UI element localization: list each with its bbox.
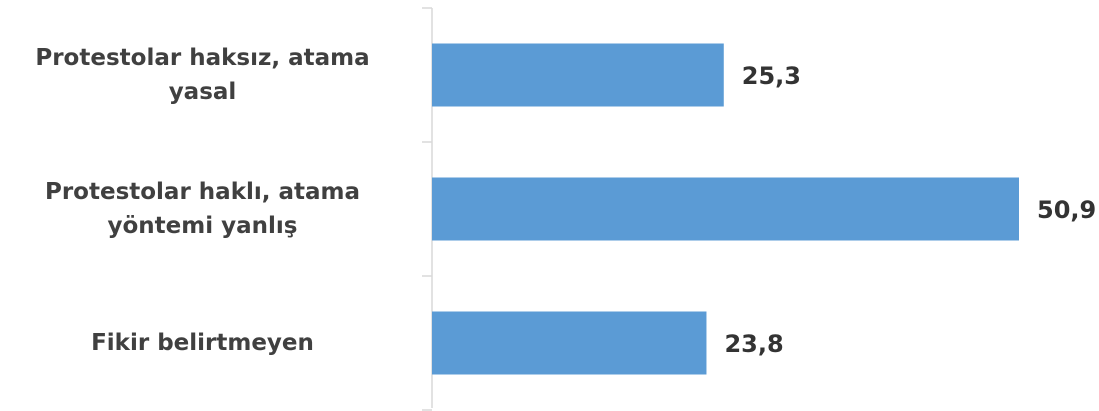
bar — [432, 43, 724, 107]
category-label: Protestolar haksız, atama yasal — [35, 45, 370, 105]
category-label: Protestolar haklı, atama yöntemi yanlış — [44, 179, 361, 239]
category-label: Fikir belirtmeyen — [91, 330, 314, 356]
value-label: 23,8 — [724, 330, 783, 358]
bar — [432, 177, 1019, 241]
bar — [432, 311, 707, 375]
value-label: 25,3 — [742, 62, 801, 90]
value-label: 50,9 — [1037, 196, 1096, 224]
